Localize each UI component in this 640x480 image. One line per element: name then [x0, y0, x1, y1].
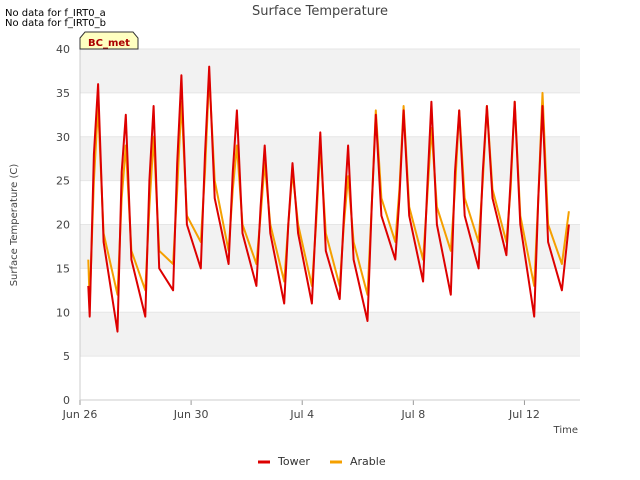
- grid-band: [80, 49, 580, 93]
- x-tick-label: Jul 12: [508, 408, 540, 421]
- series-line-tower: [87, 65, 570, 333]
- site-badge: BC_met: [79, 31, 139, 50]
- legend-label-arable: Arable: [350, 455, 386, 468]
- no-data-notice-b: No data for f_IRT0_b: [5, 18, 106, 29]
- x-tick-label: Jul 8: [400, 408, 425, 421]
- y-tick-label: 0: [63, 394, 70, 407]
- x-tick-label: Jul 4: [289, 408, 314, 421]
- y-tick-label: 40: [56, 43, 70, 56]
- y-tick-label: 15: [56, 262, 70, 275]
- series-lines: [87, 65, 570, 333]
- y-tick-label: 10: [56, 306, 70, 319]
- x-axis-ticks: Jun 26 Jun 30 Jul 4 Jul 8 Jul 12: [62, 400, 540, 421]
- y-tick-label: 25: [56, 175, 70, 188]
- y-axis-label: Surface Temperature (C): [9, 164, 20, 287]
- y-tick-label: 30: [56, 131, 70, 144]
- chart-title: Surface Temperature: [252, 4, 388, 19]
- legend-label-tower: Tower: [277, 455, 310, 468]
- legend: Tower Arable: [258, 455, 386, 468]
- x-tick-label: Jun 26: [62, 408, 98, 421]
- site-badge-label: BC_met: [88, 38, 130, 49]
- grid-band: [80, 136, 580, 181]
- no-data-notice-a: No data for f_IRT0_a: [5, 8, 106, 19]
- grid-band: [80, 312, 580, 357]
- grid-bands: [80, 49, 580, 357]
- y-tick-label: 35: [56, 87, 70, 100]
- y-tick-label: 20: [56, 219, 70, 232]
- y-tick-label: 5: [63, 350, 70, 363]
- x-axis-label: Time: [553, 425, 578, 436]
- x-tick-label: Jun 30: [173, 408, 209, 421]
- y-axis-ticks: 0 5 10 15 20 25 30 35 40: [56, 43, 70, 407]
